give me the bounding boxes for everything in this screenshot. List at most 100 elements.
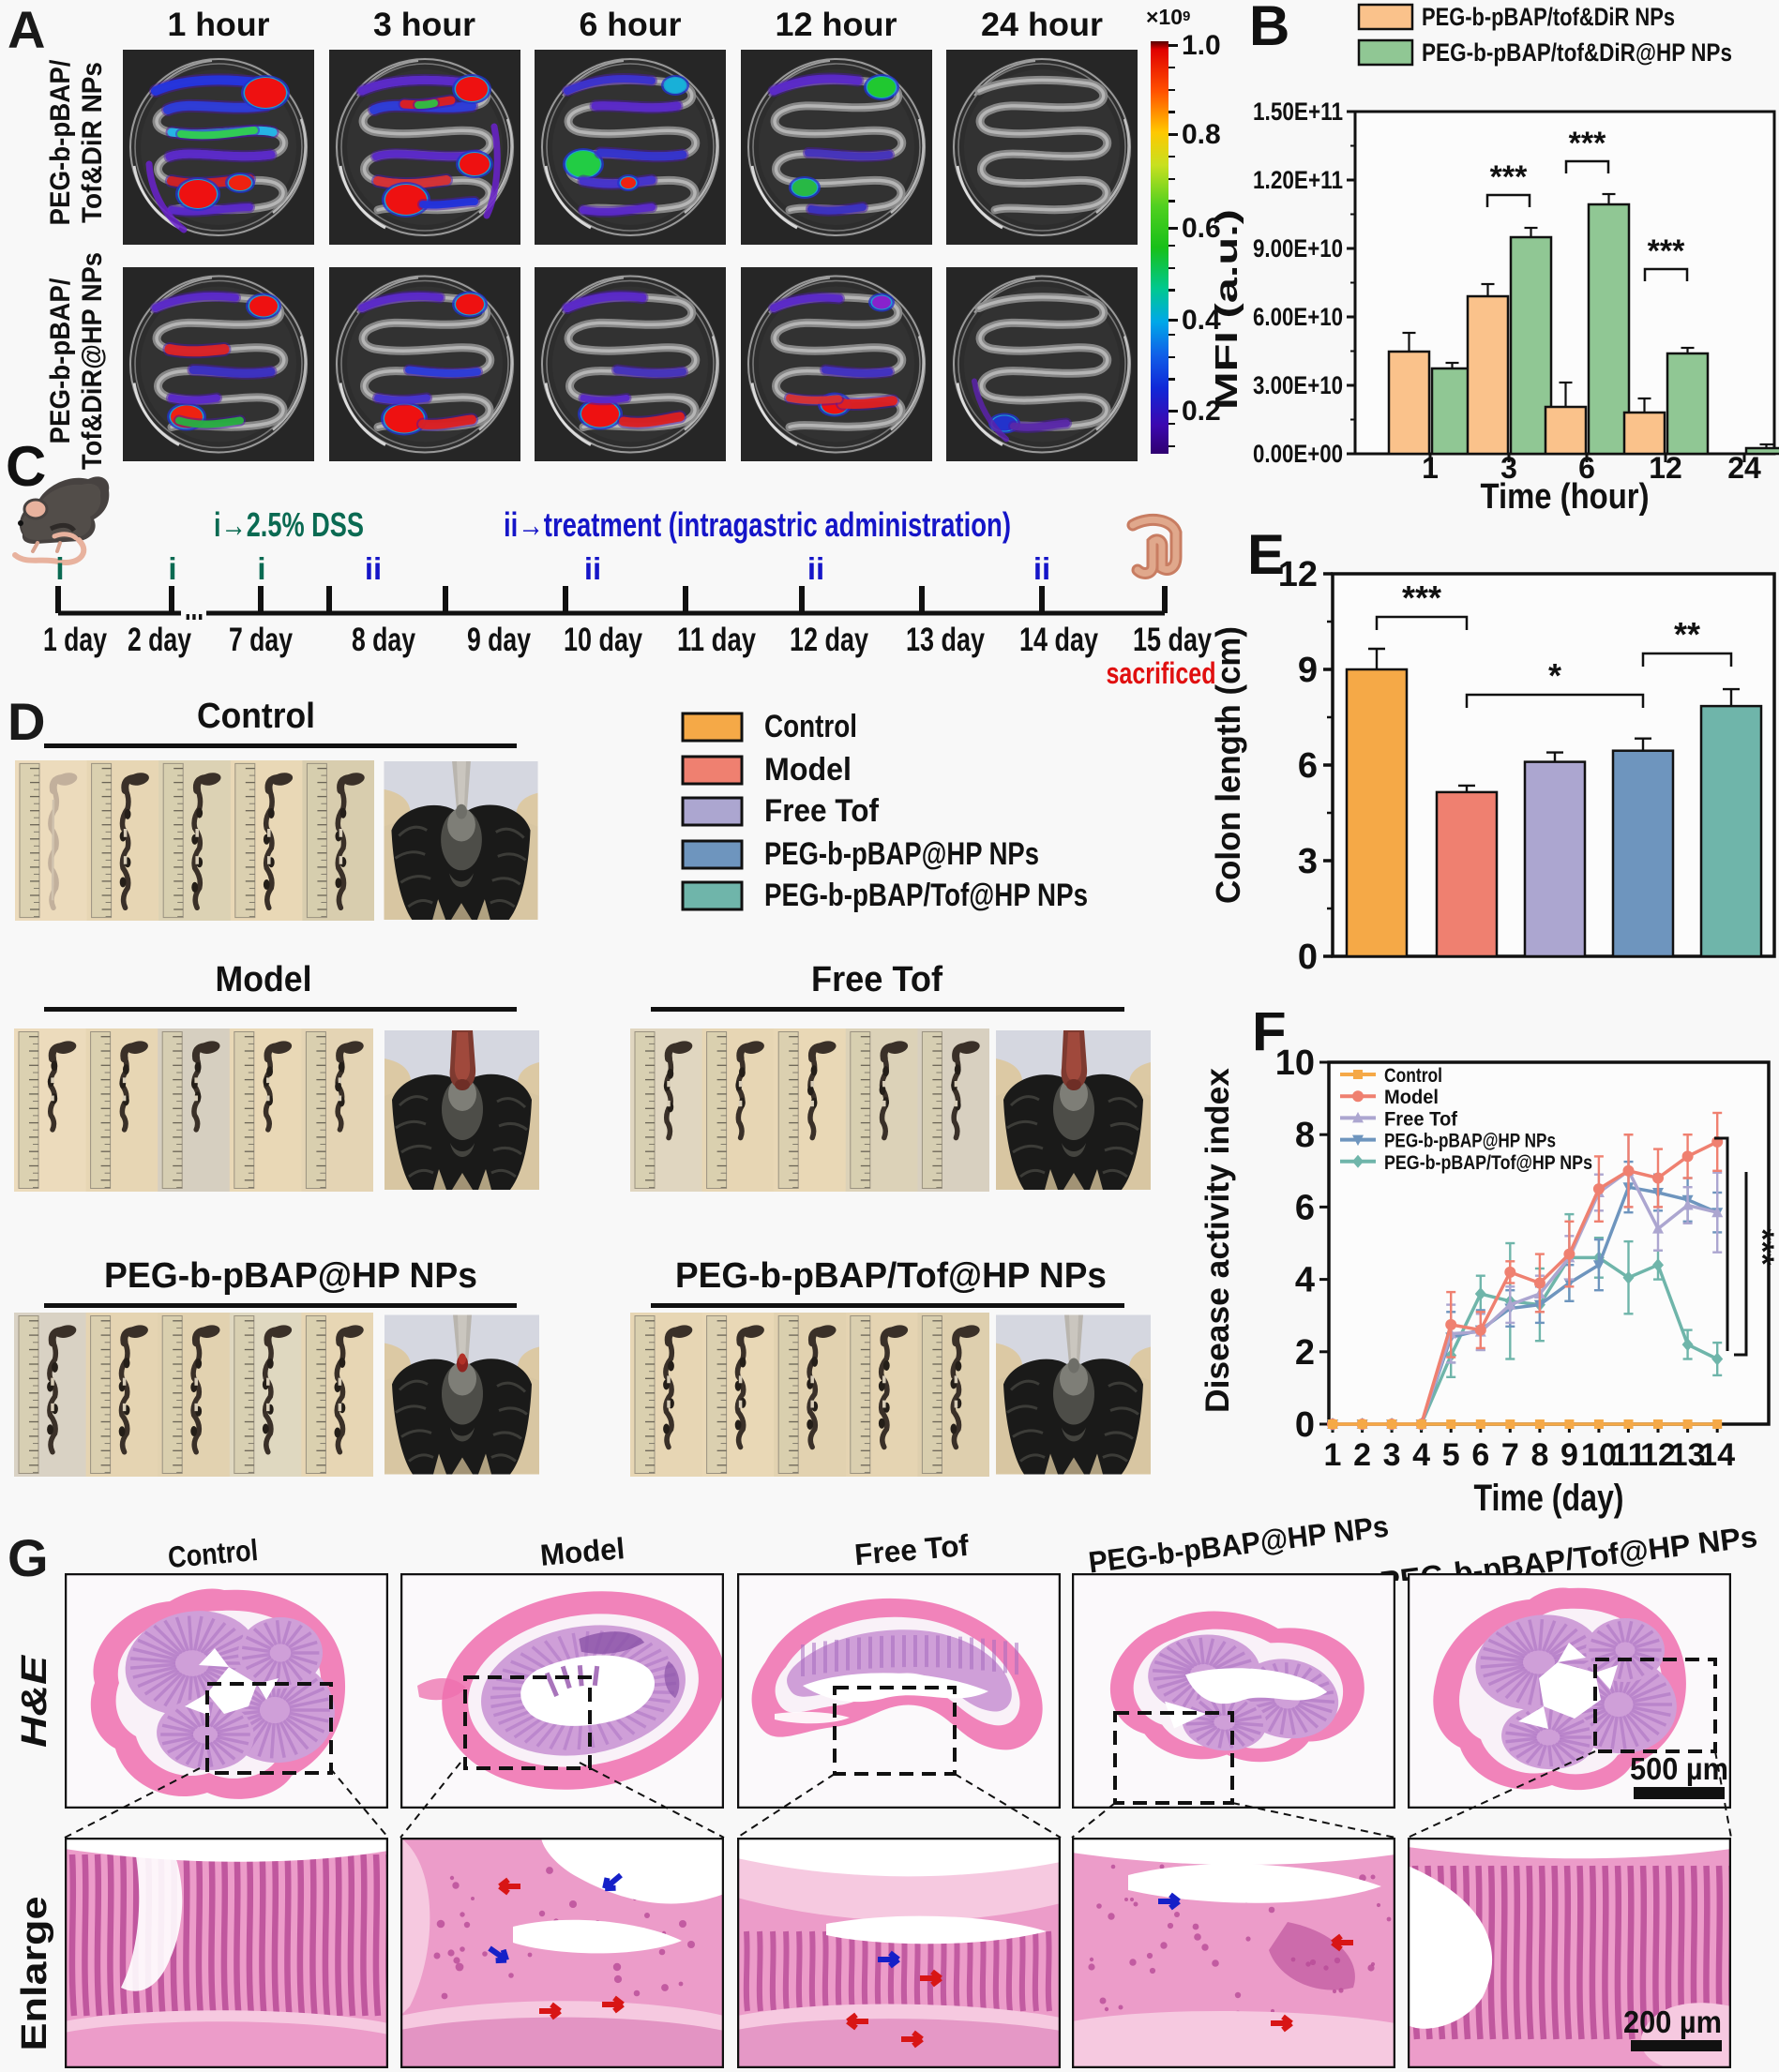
- svg-text:PEG-b-pBAP/: PEG-b-pBAP/: [45, 278, 76, 444]
- svg-text:*: *: [1548, 656, 1561, 695]
- svg-text:10: 10: [1275, 1044, 1315, 1083]
- svg-text:ii: ii: [584, 551, 601, 586]
- svg-text:ii: ii: [1033, 551, 1050, 586]
- svg-text:Free Tof: Free Tof: [811, 960, 942, 999]
- svg-text:PEG-b-pBAP/: PEG-b-pBAP/: [45, 59, 76, 226]
- svg-text:0: 0: [1298, 938, 1318, 977]
- svg-text:Time (hour): Time (hour): [1481, 477, 1650, 517]
- svg-text:11 day: 11 day: [677, 622, 756, 658]
- svg-text:13 day: 13 day: [906, 622, 985, 658]
- svg-text:1.50E+11: 1.50E+11: [1253, 98, 1343, 126]
- svg-text:12: 12: [1640, 1437, 1676, 1473]
- svg-text:PEG-b-pBAP/Tof@HP NPs: PEG-b-pBAP/Tof@HP NPs: [1384, 1152, 1592, 1174]
- svg-text:3: 3: [1500, 451, 1517, 485]
- svg-text:7 day: 7 day: [229, 622, 293, 658]
- svg-text:3.00E+10: 3.00E+10: [1253, 371, 1343, 399]
- svg-text:E: E: [1247, 525, 1285, 586]
- svg-text:***: ***: [1569, 126, 1606, 161]
- svg-text:Tof&DiR NPs: Tof&DiR NPs: [77, 62, 108, 223]
- svg-text:***: ***: [1402, 578, 1441, 617]
- svg-text:12: 12: [1649, 451, 1682, 485]
- svg-text:2 day: 2 day: [128, 622, 191, 658]
- svg-text:6: 6: [1298, 746, 1318, 786]
- svg-text:ii: ii: [365, 551, 382, 586]
- svg-text:MFI (a.u.): MFI (a.u.): [1209, 209, 1244, 410]
- svg-text:Free Tof: Free Tof: [764, 793, 880, 829]
- svg-text:0.00E+00: 0.00E+00: [1253, 440, 1343, 468]
- svg-text:i: i: [168, 551, 176, 586]
- svg-text:Time (day): Time (day): [1474, 1478, 1624, 1519]
- svg-text:***: ***: [1744, 1228, 1779, 1266]
- svg-text:ii→treatment (intragastric adm: ii→treatment (intragastric administratio…: [504, 505, 1011, 544]
- svg-text:7: 7: [1501, 1437, 1519, 1473]
- svg-text:PEG-b-pBAP/tof&DiR NPs: PEG-b-pBAP/tof&DiR NPs: [1422, 3, 1675, 31]
- svg-text:8: 8: [1295, 1116, 1315, 1155]
- svg-text:Tof&DiR@HP NPs: Tof&DiR@HP NPs: [77, 252, 108, 470]
- svg-text:500 µm: 500 µm: [1630, 1751, 1728, 1786]
- svg-text:3 hour: 3 hour: [373, 7, 475, 43]
- svg-text:8 day: 8 day: [352, 622, 415, 658]
- svg-text:ii: ii: [807, 551, 824, 586]
- svg-text:PEG-b-pBAP/Tof@HP NPs: PEG-b-pBAP/Tof@HP NPs: [764, 878, 1088, 913]
- svg-text:Model: Model: [1384, 1087, 1439, 1108]
- svg-text:***: ***: [1648, 233, 1685, 269]
- svg-text:3: 3: [1383, 1437, 1401, 1473]
- svg-text:1: 1: [1422, 451, 1439, 485]
- svg-text:6: 6: [1471, 1437, 1489, 1473]
- svg-text:C: C: [6, 441, 46, 498]
- svg-text:2: 2: [1295, 1333, 1315, 1373]
- svg-text:6: 6: [1578, 451, 1595, 485]
- svg-text:Colon length (cm): Colon length (cm): [1209, 626, 1247, 904]
- svg-text:**: **: [1674, 615, 1700, 653]
- svg-text:1: 1: [1324, 1437, 1342, 1473]
- svg-text:Control: Control: [764, 709, 857, 744]
- svg-text:PEG-b-pBAP@HP NPs: PEG-b-pBAP@HP NPs: [104, 1256, 477, 1296]
- svg-text:Model: Model: [764, 752, 852, 788]
- svg-text:1 day: 1 day: [43, 622, 107, 658]
- svg-text:***: ***: [1490, 159, 1528, 195]
- svg-text:sacrificed: sacrificed: [1107, 656, 1216, 690]
- svg-text:i: i: [257, 551, 265, 586]
- svg-text:H&E: H&E: [15, 1654, 54, 1748]
- svg-text:4: 4: [1295, 1261, 1315, 1300]
- svg-text:6.00E+10: 6.00E+10: [1253, 303, 1343, 331]
- svg-text:PEG-b-pBAP@HP NPs: PEG-b-pBAP@HP NPs: [764, 836, 1039, 872]
- svg-text:Model: Model: [216, 960, 312, 999]
- svg-text:i: i: [55, 551, 64, 586]
- svg-text:PEG-b-pBAP/Tof@HP NPs: PEG-b-pBAP/Tof@HP NPs: [675, 1256, 1107, 1296]
- svg-text:12: 12: [1278, 555, 1318, 594]
- svg-text:3: 3: [1298, 842, 1318, 881]
- svg-text:2: 2: [1353, 1437, 1371, 1473]
- svg-text:Control: Control: [167, 1533, 260, 1574]
- svg-text:9: 9: [1298, 651, 1318, 690]
- svg-text:6: 6: [1295, 1188, 1315, 1227]
- svg-text:Disease activity index: Disease activity index: [1199, 1067, 1236, 1413]
- svg-text:F: F: [1252, 1013, 1287, 1062]
- svg-text:9.00E+10: 9.00E+10: [1253, 234, 1343, 263]
- svg-text:11: 11: [1611, 1437, 1647, 1473]
- svg-text:Free Tof: Free Tof: [1384, 1108, 1458, 1130]
- svg-text:9 day: 9 day: [467, 622, 531, 658]
- svg-text:Control: Control: [197, 697, 315, 736]
- svg-text:10: 10: [1581, 1437, 1617, 1473]
- svg-text:...: ...: [185, 587, 204, 628]
- svg-text:8: 8: [1530, 1437, 1548, 1473]
- svg-text:15 day: 15 day: [1133, 622, 1212, 658]
- svg-text:200 µm: 200 µm: [1623, 2004, 1722, 2039]
- svg-text:PEG-b-pBAP/tof&DiR@HP NPs: PEG-b-pBAP/tof&DiR@HP NPs: [1422, 38, 1732, 67]
- svg-text:Control: Control: [1384, 1065, 1442, 1087]
- svg-text:Model: Model: [539, 1531, 626, 1572]
- svg-text:12 day: 12 day: [790, 622, 868, 658]
- svg-text:0: 0: [1295, 1405, 1315, 1445]
- svg-text:i→2.5% DSS: i→2.5% DSS: [214, 505, 364, 544]
- svg-text:PEG-b-pBAP@HP NPs: PEG-b-pBAP@HP NPs: [1384, 1131, 1556, 1152]
- svg-text:14 day: 14 day: [1019, 622, 1098, 658]
- svg-text:12 hour: 12 hour: [776, 7, 897, 43]
- svg-text:5: 5: [1442, 1437, 1460, 1473]
- svg-text:24 hour: 24 hour: [981, 7, 1103, 43]
- svg-text:13: 13: [1670, 1437, 1706, 1473]
- svg-text:1 hour: 1 hour: [168, 7, 270, 43]
- svg-text:10 day: 10 day: [564, 622, 642, 658]
- svg-text:1.20E+11: 1.20E+11: [1253, 166, 1343, 194]
- svg-text:9: 9: [1560, 1437, 1578, 1473]
